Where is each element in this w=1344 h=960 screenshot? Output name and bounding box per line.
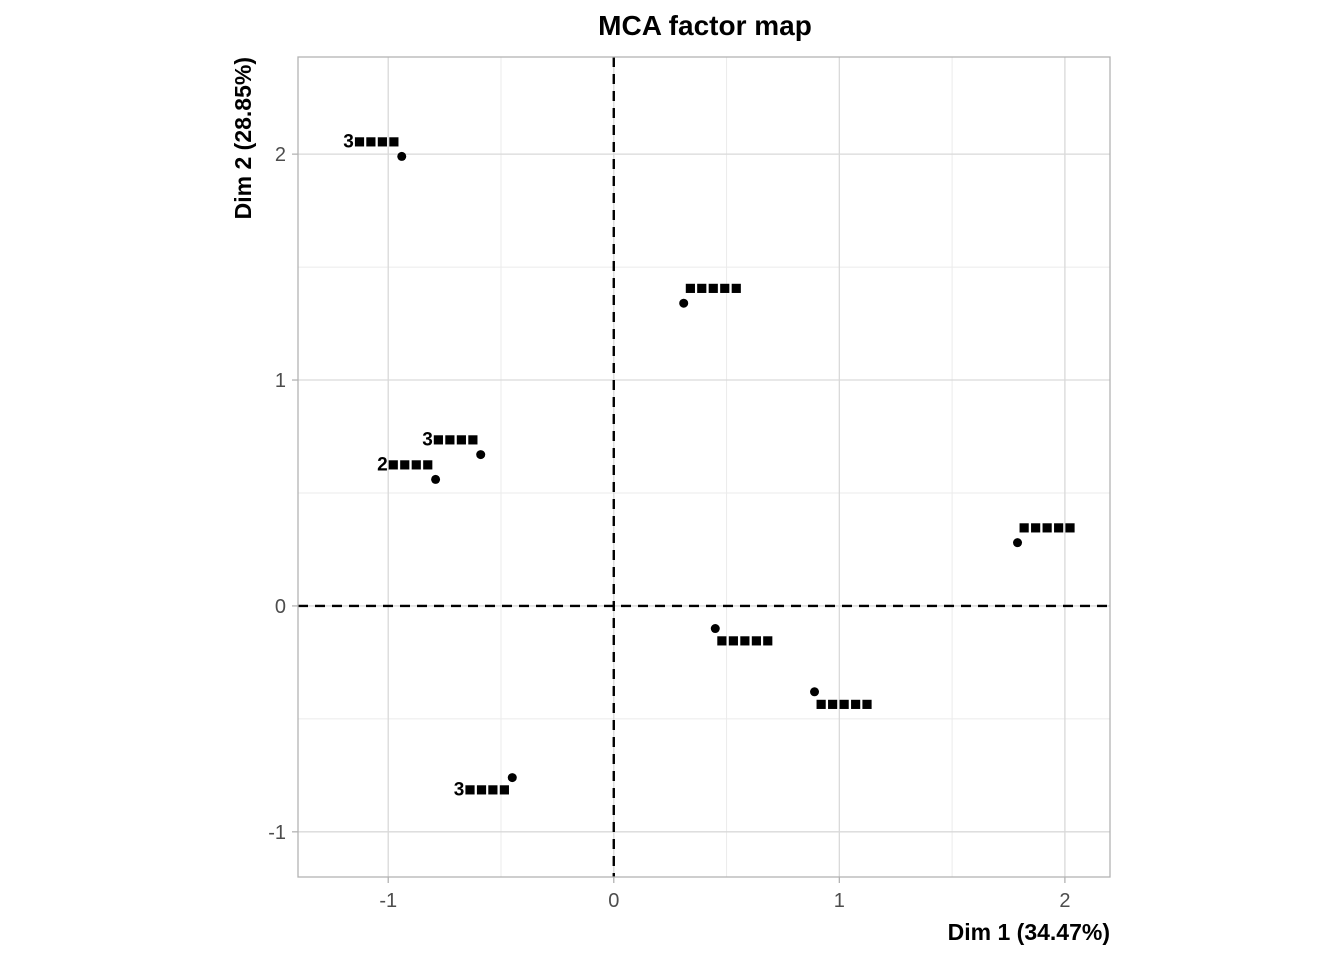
point-label: 3■■■■ — [343, 131, 399, 152]
point-label: 3■■■■ — [422, 430, 478, 451]
x-tick-label: -1 — [379, 890, 397, 912]
data-point — [679, 298, 689, 308]
x-tick-label: 0 — [608, 890, 619, 912]
major-gridlines — [298, 57, 1110, 877]
minor-gridlines — [298, 57, 1110, 877]
data-points — [397, 151, 1023, 783]
point-label: ■■■■■ — [816, 694, 873, 715]
y-tick-label: -1 — [268, 822, 286, 844]
data-point — [710, 624, 720, 634]
data-point — [1013, 538, 1023, 548]
point-label: 3■■■■ — [454, 780, 510, 801]
data-point — [476, 450, 486, 460]
chart-title: MCA factor map — [598, 10, 812, 41]
data-point — [431, 474, 441, 484]
data-point — [507, 773, 517, 783]
x-tick-label: 2 — [1059, 890, 1070, 912]
point-label: ■■■■■ — [1019, 518, 1076, 539]
x-tick-label: 1 — [834, 890, 845, 912]
y-tick-label: 1 — [275, 370, 286, 392]
point-label: ■■■■■ — [685, 278, 742, 299]
y-tick-label: 0 — [275, 596, 286, 618]
x-axis-title: Dim 1 (34.47%) — [948, 919, 1110, 945]
y-tick-label: 2 — [275, 144, 286, 166]
plot-panel-border — [297, 56, 1111, 878]
point-labels: 3■■■■ ■■■■■ 3■■■■ 2■■■■ ■■■■■ ■■■■■ ■■■■■ 3■■■■ — [343, 131, 1076, 800]
data-point — [810, 687, 820, 697]
point-label: 2■■■■ — [377, 454, 433, 475]
data-point — [397, 151, 407, 161]
y-axis-title: Dim 2 (28.85%) — [230, 57, 256, 219]
axis-ticks: -1 0 1 2 -1 0 1 2 — [268, 144, 1070, 912]
reference-lines — [298, 57, 1110, 877]
point-label: ■■■■■ — [716, 631, 773, 652]
